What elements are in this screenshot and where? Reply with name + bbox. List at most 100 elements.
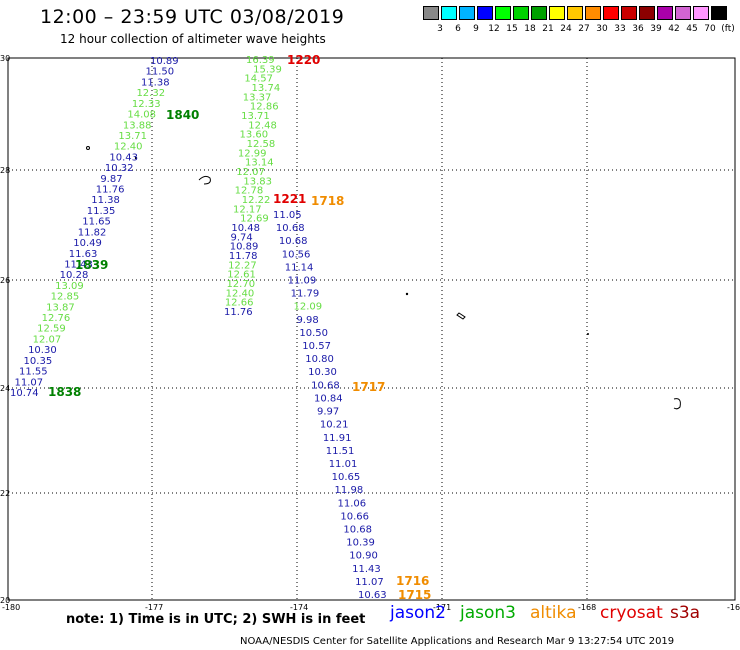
colorbar-label: 27 <box>578 24 590 34</box>
swh-value-label: 11.55 <box>19 367 48 378</box>
colorbar-swatch <box>459 6 475 20</box>
y-axis-tick: 22 <box>0 489 10 498</box>
swh-value-label: 15.39 <box>253 64 282 75</box>
pass-time-label: 1717 <box>352 380 385 394</box>
swh-value-label: 11.91 <box>323 433 352 444</box>
footer-note: note: 1) Time is in UTC; 2) SWH is in fe… <box>66 612 366 627</box>
swh-value-label: 10.39 <box>346 538 375 549</box>
swh-value-label: 11.35 <box>87 206 116 217</box>
satellite-legend-item: cryosat <box>600 603 663 623</box>
swh-value-label: 10.48 <box>231 223 260 234</box>
swh-value-label: 11.43 <box>352 564 381 575</box>
swh-value-label: 10.89 <box>230 242 259 253</box>
swh-value-label: 12.48 <box>248 120 277 131</box>
colorbar-swatch <box>567 6 583 20</box>
colorbar-label: 36 <box>632 24 644 34</box>
swh-value-label: 12.22 <box>242 195 271 206</box>
swh-value-label: 11.98 <box>335 485 364 496</box>
colorbar-label: 15 <box>506 24 518 34</box>
x-axis-tick: -174 <box>290 603 308 612</box>
swh-value-label: 13.71 <box>241 111 270 122</box>
colorbar-label: 33 <box>614 24 626 34</box>
swh-value-label: 10.30 <box>308 367 337 378</box>
swh-value-label: 12.32 <box>136 88 165 99</box>
swh-value-label: 11.09 <box>288 276 317 287</box>
swh-value-label: 11.76 <box>96 185 125 196</box>
y-axis-tick: 24 <box>0 384 10 393</box>
swh-value-label: 12.07 <box>33 334 62 345</box>
y-axis-tick: 20 <box>0 596 10 605</box>
swh-value-label: 12.76 <box>42 313 71 324</box>
x-axis-tick: -168 <box>578 603 596 612</box>
swh-value-label: 11.50 <box>145 67 174 78</box>
swh-value-label: 10.50 <box>299 328 328 339</box>
swh-value-label: 13.87 <box>46 302 75 313</box>
pass-time-label: 1220 <box>287 53 320 67</box>
island-dot <box>587 333 589 335</box>
swh-value-label: 11.38 <box>91 195 120 206</box>
swh-value-label: 12.07 <box>236 167 265 178</box>
swh-value-label: 11.14 <box>285 262 314 273</box>
colorbar-label: 12 <box>488 24 500 34</box>
x-axis-tick: -180 <box>2 603 20 612</box>
y-axis-tick: 30 <box>0 54 10 63</box>
satellite-legend-item: jason2 <box>390 603 446 623</box>
swh-value-label: 12.70 <box>226 279 255 290</box>
pass-time-label: 1839 <box>75 258 108 272</box>
footer-credit: NOAA/NESDIS Center for Satellite Applica… <box>240 636 675 647</box>
swh-value-label: 12.27 <box>228 260 257 271</box>
swh-value-label: 13.83 <box>243 176 272 187</box>
swh-value-label: 11.65 <box>82 217 111 228</box>
swh-value-label: 12.09 <box>294 302 323 313</box>
satellite-legend-item: jason3 <box>460 603 516 623</box>
satellite-legend-item: s3a <box>670 603 701 623</box>
swh-value-label: 10.21 <box>320 420 349 431</box>
swh-value-label: 10.35 <box>24 356 53 367</box>
swh-value-label: 10.56 <box>282 249 311 260</box>
pass-time-label: 1718 <box>311 194 344 208</box>
swh-value-label: 10.66 <box>340 511 369 522</box>
swh-value-label: 10.68 <box>279 236 308 247</box>
swh-value-label: 10.89 <box>150 56 179 67</box>
swh-value-label: 11.38 <box>141 77 170 88</box>
colorbar-label: 30 <box>596 24 608 34</box>
colorbar-label: 70 <box>704 24 716 34</box>
swh-value-label: 11.78 <box>229 251 258 262</box>
colorbar-swatch <box>531 6 547 20</box>
colorbar-label: 42 <box>668 24 680 34</box>
swh-value-label: 10.49 <box>73 238 102 249</box>
colorbar-label: (ft) <box>721 24 735 34</box>
colorbar-swatch <box>603 6 619 20</box>
satellite-legend-item: altika <box>530 603 577 623</box>
colorbar-swatch <box>513 6 529 20</box>
swh-value-label: 9.98 <box>296 315 318 326</box>
colorbar-label: 45 <box>686 24 698 34</box>
pass-time-label: 1716 <box>396 574 429 588</box>
swh-value-label: 12.99 <box>238 148 267 159</box>
colorbar-swatch <box>693 6 709 20</box>
swh-value-label: 9.74 <box>231 232 253 243</box>
swh-value-label: 10.68 <box>343 524 372 535</box>
pass-time-label: 1838 <box>48 385 81 399</box>
colorbar-swatch <box>441 6 457 20</box>
swh-value-label: 11.79 <box>291 289 320 300</box>
island-shape <box>198 175 211 185</box>
swh-value-label: 13.14 <box>245 158 274 169</box>
colorbar-label: 39 <box>650 24 662 34</box>
swh-value-label: 10.65 <box>332 472 361 483</box>
colorbar-label: 3 <box>437 24 443 34</box>
colorbar-label: 21 <box>542 24 554 34</box>
island-dot <box>405 292 409 296</box>
swh-value-label: 12.40 <box>226 288 255 299</box>
map-frame <box>7 57 736 601</box>
swh-value-label: 11.82 <box>78 227 107 238</box>
swh-value-label: 14.57 <box>244 74 273 85</box>
colorbar-label: 9 <box>473 24 479 34</box>
swh-value-label: 11.06 <box>337 498 366 509</box>
swh-value-label: 11.63 <box>69 249 98 260</box>
swh-value-label: 10.57 <box>302 341 331 352</box>
island-dot <box>134 156 138 160</box>
swh-value-label: 10.68 <box>311 380 340 391</box>
island-shape <box>456 312 466 320</box>
